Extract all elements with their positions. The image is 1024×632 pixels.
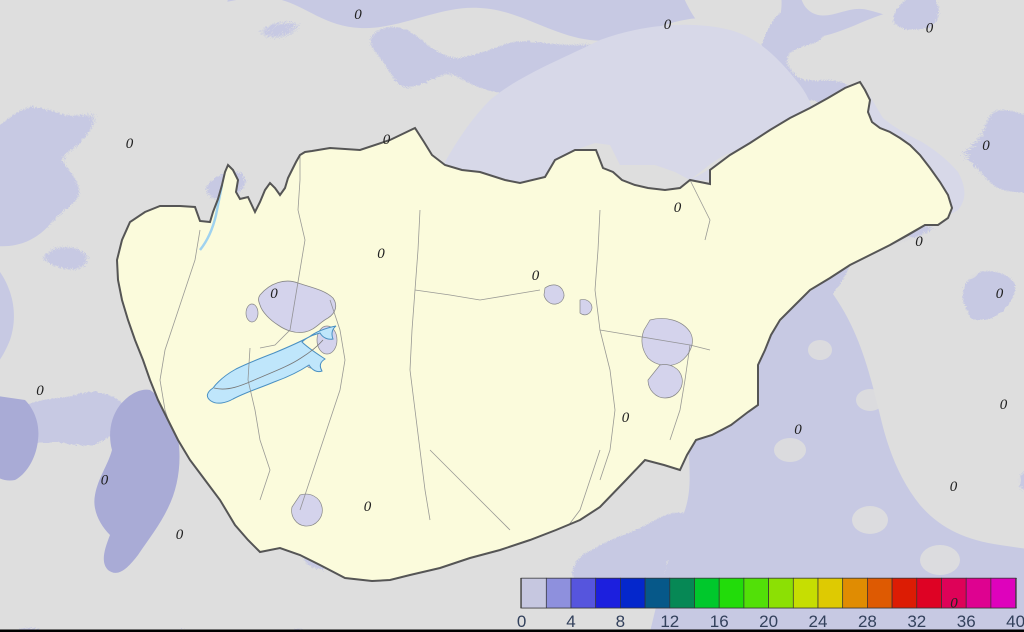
svg-text:8: 8 <box>616 612 625 631</box>
svg-text:28: 28 <box>858 612 877 631</box>
svg-text:24: 24 <box>809 612 828 631</box>
svg-text:0: 0 <box>126 136 134 152</box>
svg-text:0: 0 <box>517 612 526 631</box>
svg-text:0: 0 <box>622 410 630 426</box>
svg-text:0: 0 <box>383 132 391 148</box>
svg-text:0: 0 <box>270 286 278 302</box>
svg-text:32: 32 <box>907 612 926 631</box>
svg-text:0: 0 <box>674 200 682 216</box>
svg-text:16: 16 <box>710 612 729 631</box>
svg-text:0: 0 <box>364 499 372 515</box>
svg-text:36: 36 <box>957 612 976 631</box>
svg-text:0: 0 <box>532 268 540 284</box>
svg-text:0: 0 <box>982 138 990 154</box>
svg-text:20: 20 <box>759 612 778 631</box>
svg-text:0: 0 <box>664 17 672 33</box>
svg-text:0: 0 <box>176 527 184 543</box>
svg-text:0: 0 <box>950 479 958 495</box>
svg-text:0: 0 <box>1000 397 1008 413</box>
svg-text:0: 0 <box>377 246 385 262</box>
svg-text:4: 4 <box>566 612 575 631</box>
svg-text:40: 40 <box>1006 612 1024 631</box>
svg-text:0: 0 <box>915 234 923 250</box>
svg-text:0: 0 <box>950 596 958 612</box>
svg-text:0: 0 <box>794 422 802 438</box>
svg-text:0: 0 <box>101 473 109 489</box>
svg-text:0: 0 <box>996 286 1004 302</box>
svg-text:0: 0 <box>926 21 934 37</box>
svg-text:0: 0 <box>36 383 44 399</box>
svg-text:12: 12 <box>660 612 679 631</box>
svg-text:0: 0 <box>354 7 362 23</box>
